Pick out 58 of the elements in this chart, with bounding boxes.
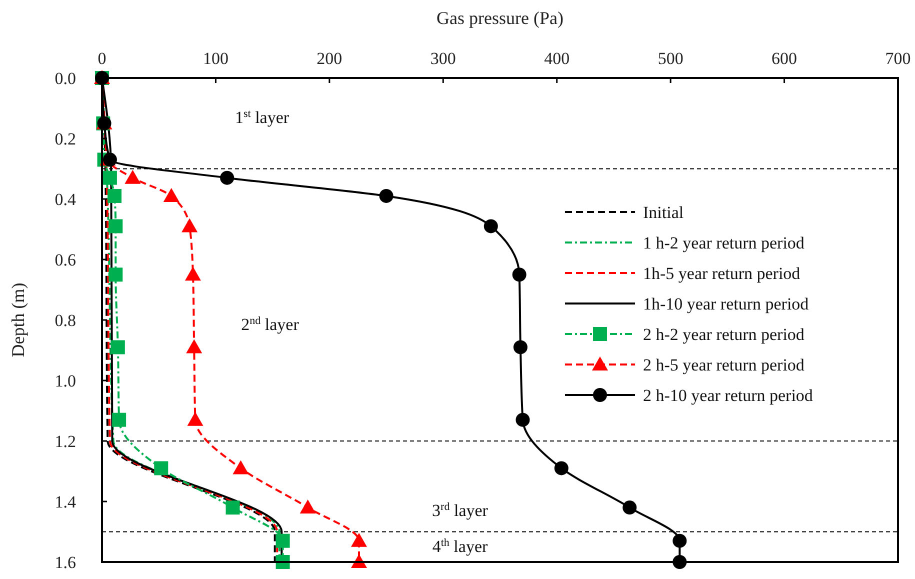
- annotation: 4$^{th}$ layer: [432, 536, 488, 556]
- y-tick-label: 1.6: [54, 552, 76, 572]
- y-tick-label: 0.2: [54, 129, 76, 148]
- point: [220, 170, 234, 185]
- legend-label: Initial: [643, 202, 684, 222]
- point: [276, 534, 290, 548]
- legend-label: 1h-10 year return period: [643, 294, 810, 314]
- x-tick-label: 600: [772, 49, 798, 68]
- point: [672, 534, 687, 548]
- x-tick-label: 300: [430, 49, 456, 68]
- y-tick-label: 0.0: [54, 68, 76, 88]
- legend-label: 1h-5 year return period: [643, 264, 801, 283]
- point: [622, 500, 637, 515]
- point: [484, 219, 498, 234]
- annotation: 1$^{st}$ layer: [234, 108, 290, 127]
- legend-label: 2 h-2 year return period: [643, 324, 805, 344]
- x-tick-label: 0: [98, 49, 106, 68]
- point: [110, 340, 125, 354]
- point: [554, 461, 568, 476]
- annotation: 2$^{nd}$ layer: [241, 314, 300, 334]
- point: [102, 152, 117, 167]
- y-tick-label: 0.4: [54, 190, 76, 209]
- legend-label: 2 h-10 year return period: [643, 386, 814, 405]
- legend-label: 2 h-5 year return period: [643, 355, 805, 374]
- point: [187, 412, 204, 426]
- point: [124, 170, 141, 184]
- point: [182, 218, 198, 232]
- point: [108, 268, 123, 282]
- point: [112, 412, 126, 427]
- y-axis-title: Depth (m): [8, 282, 28, 358]
- y-tick-label: 0.8: [54, 310, 76, 330]
- annotation: 3$^{rd}$ layer: [432, 500, 488, 520]
- point: [184, 266, 201, 281]
- point: [232, 460, 249, 474]
- y-tick-label: 1.2: [54, 432, 76, 451]
- x-tick-label: 400: [544, 49, 570, 68]
- x-tick-label: 500: [658, 49, 684, 68]
- y-tick-label: 0.6: [54, 250, 76, 270]
- point: [512, 268, 526, 282]
- point: [186, 339, 202, 354]
- x-axis-title: Gas pressure (Pa): [436, 8, 564, 28]
- y-tick-label: 1.4: [54, 492, 76, 512]
- point: [163, 188, 180, 202]
- legend-label: 1 h-2 year return period: [643, 233, 805, 252]
- point: [350, 532, 367, 547]
- point: [108, 219, 123, 234]
- point: [154, 461, 168, 476]
- point: [226, 500, 240, 515]
- x-tick-label: 100: [202, 49, 228, 68]
- point: [379, 188, 394, 203]
- x-tick-label: 200: [316, 49, 342, 68]
- point: [300, 500, 316, 514]
- y-tick-label: 1.0: [54, 371, 76, 390]
- point: [513, 340, 528, 354]
- point: [102, 170, 117, 185]
- point: [516, 412, 530, 427]
- point: [108, 188, 122, 203]
- x-tick-label: 700: [885, 49, 911, 68]
